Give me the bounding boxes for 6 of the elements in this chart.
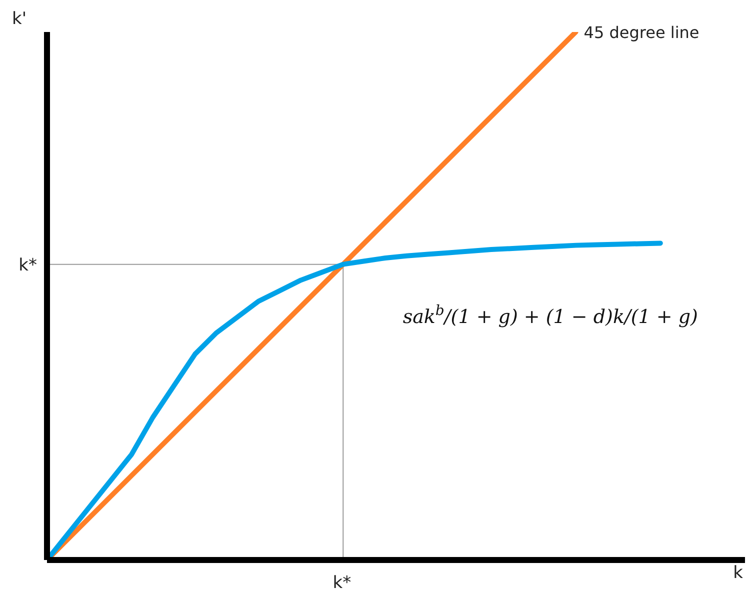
y-axis-title: k' xyxy=(12,9,27,29)
text: sak$^{b}$/(1 + g) + (1 − d)k/(1 + g) xyxy=(402,303,698,328)
ref-line-label: k* xyxy=(18,255,37,276)
x-axis-title: k xyxy=(733,563,744,583)
series-label: 45 degree line xyxy=(584,23,700,42)
text: k* xyxy=(332,573,352,593)
